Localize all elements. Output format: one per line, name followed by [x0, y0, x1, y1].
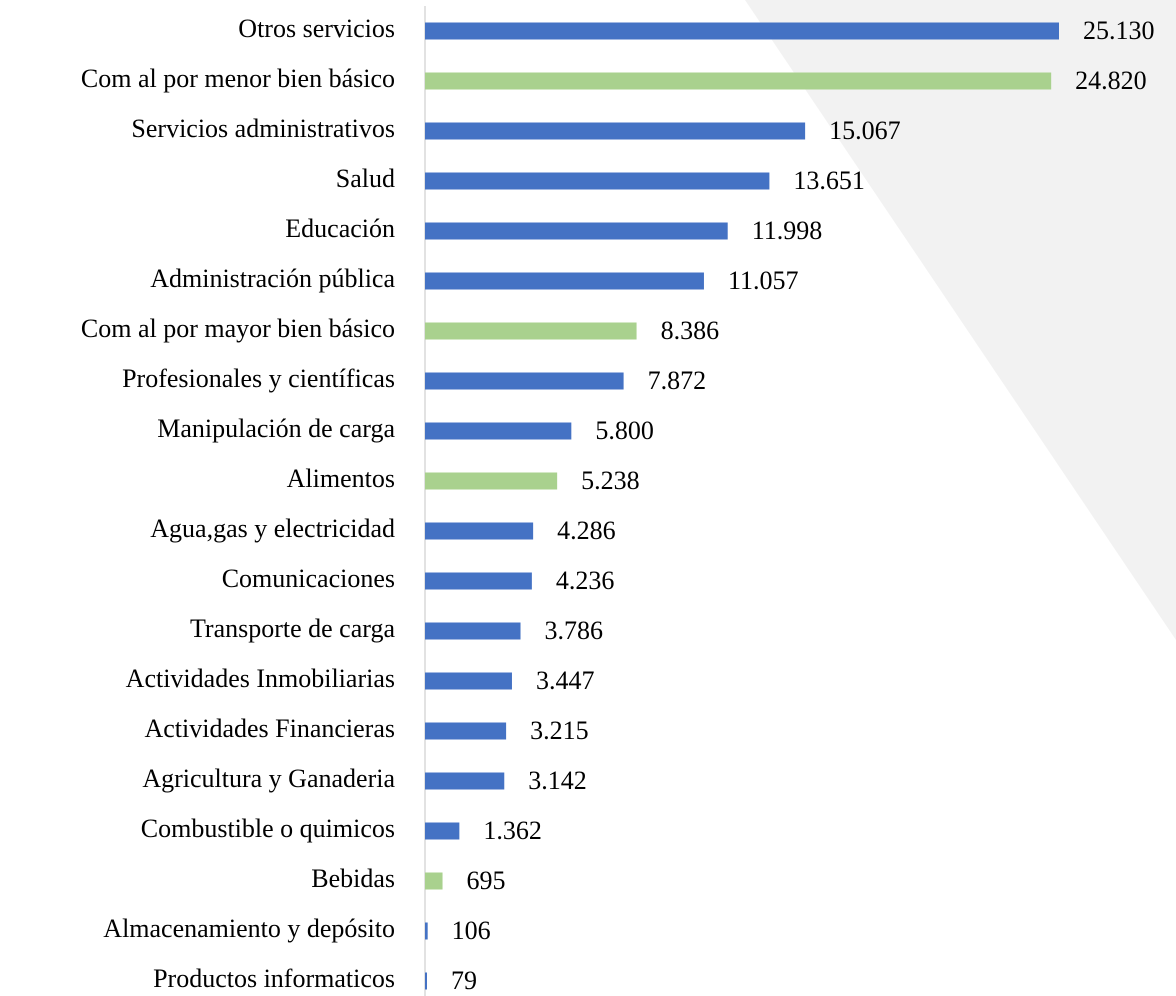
category-label: Educación: [285, 214, 395, 243]
background-shape: [745, 0, 1176, 640]
category-label: Bebidas: [311, 864, 395, 893]
value-label: 25.130: [1083, 16, 1155, 45]
bar: [425, 122, 806, 140]
bar: [425, 222, 728, 240]
category-label: Otros servicios: [238, 14, 395, 43]
value-label: 1.362: [483, 816, 542, 845]
category-label: Comunicaciones: [222, 564, 395, 593]
value-label: 3.142: [528, 766, 587, 795]
bar: [425, 972, 427, 990]
category-label: Actividades Inmobiliarias: [126, 664, 395, 693]
category-label: Agricultura y Ganaderia: [142, 764, 395, 793]
value-label: 15.067: [829, 116, 901, 145]
bar: [425, 722, 507, 740]
bar: [425, 372, 624, 390]
category-label: Administración pública: [150, 264, 395, 293]
bar: [425, 922, 428, 940]
bar: [425, 622, 521, 640]
value-label: 7.872: [648, 366, 707, 395]
category-label: Salud: [336, 164, 395, 193]
category-label: Profesionales y científicas: [122, 364, 395, 393]
bar: [425, 772, 505, 790]
category-label: Almacenamiento y depósito: [103, 914, 395, 943]
category-label: Transporte de carga: [190, 614, 396, 643]
value-label: 3.447: [536, 666, 595, 695]
category-label: Servicios administrativos: [131, 114, 395, 143]
value-label: 3.786: [545, 616, 604, 645]
value-label: 5.800: [595, 416, 654, 445]
value-label: 11.998: [752, 216, 823, 245]
bar: [425, 822, 460, 840]
value-label: 24.820: [1075, 66, 1147, 95]
value-label: 4.236: [556, 566, 615, 595]
value-label: 4.286: [557, 516, 616, 545]
bar: [425, 22, 1059, 40]
value-label: 11.057: [728, 266, 799, 295]
category-label: Com al por mayor bien básico: [81, 314, 395, 343]
category-label: Agua,gas y electricidad: [150, 514, 395, 543]
bar: [425, 472, 558, 490]
bar: [425, 522, 534, 540]
bar: [425, 322, 637, 340]
bar: [425, 672, 512, 690]
value-label: 106: [452, 916, 491, 945]
value-label: 3.215: [530, 716, 589, 745]
value-label: 8.386: [661, 316, 720, 345]
category-label: Actividades Financieras: [144, 714, 395, 743]
category-label: Com al por menor bien básico: [81, 64, 395, 93]
value-label: 13.651: [793, 166, 865, 195]
value-label: 79: [451, 966, 477, 995]
bar: [425, 872, 443, 890]
bar: [425, 72, 1052, 90]
bar: [425, 172, 770, 190]
bar: [425, 572, 532, 590]
category-label: Alimentos: [287, 464, 395, 493]
bar: [425, 272, 704, 290]
value-label: 695: [467, 866, 506, 895]
value-label: 5.238: [581, 466, 640, 495]
category-label: Productos informaticos: [153, 964, 395, 993]
category-label: Combustible o quimicos: [141, 814, 395, 843]
bar: [425, 422, 572, 440]
category-label: Manipulación de carga: [157, 414, 395, 443]
